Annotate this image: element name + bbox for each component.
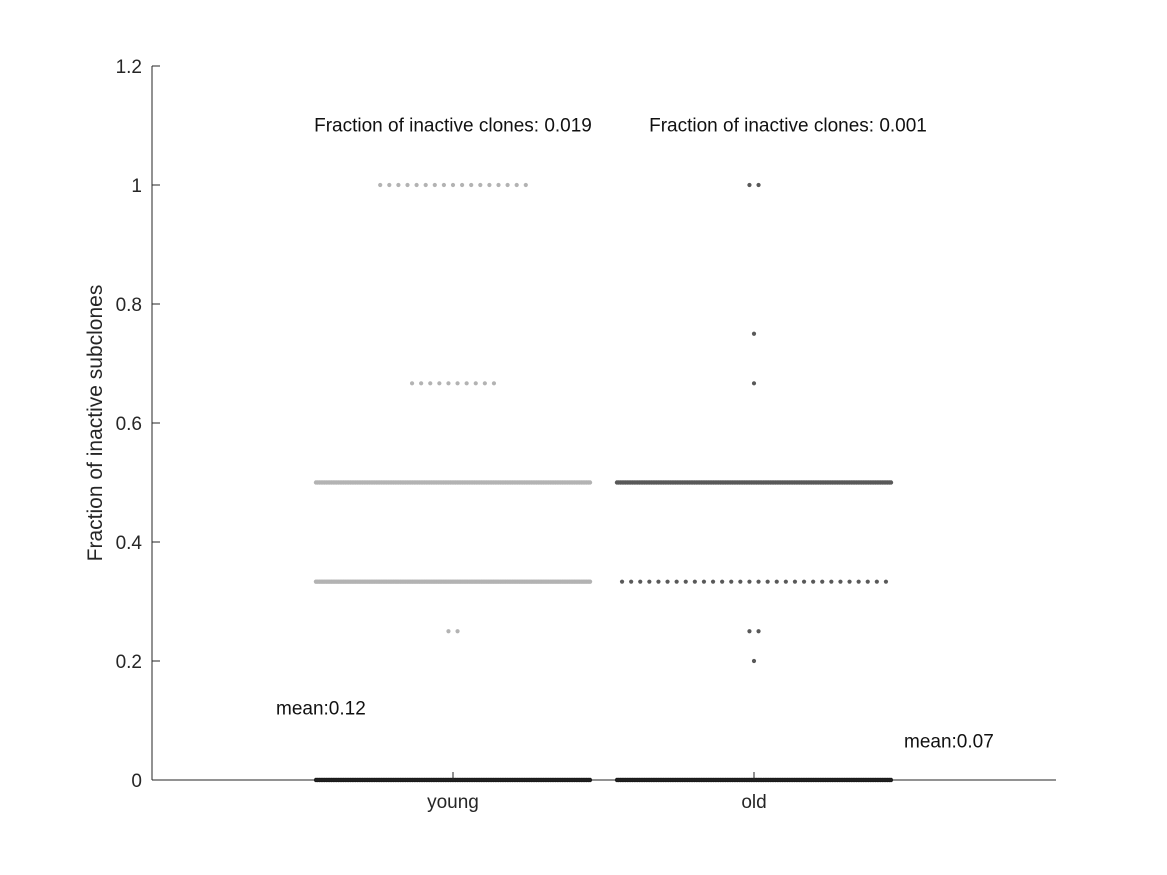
data-point xyxy=(692,579,697,584)
data-point xyxy=(405,182,410,188)
x-tick-label: old xyxy=(741,792,766,813)
y-tick-label: 0.8 xyxy=(116,295,142,316)
data-point xyxy=(811,579,816,584)
data-point xyxy=(888,480,894,485)
data-point xyxy=(820,579,825,584)
y-tick-label: 1 xyxy=(131,176,142,197)
annotation-old-inactive: Fraction of inactive clones: 0.001 xyxy=(649,116,927,137)
data-point xyxy=(756,629,761,634)
data-point xyxy=(847,579,852,584)
data-point xyxy=(446,381,451,386)
data-point xyxy=(469,182,474,188)
x-tick-label: young xyxy=(427,792,479,813)
data-point xyxy=(409,381,415,386)
data-point xyxy=(523,182,528,188)
y-tick-label: 0 xyxy=(131,771,142,792)
data-point xyxy=(792,579,798,584)
data-point xyxy=(455,381,460,386)
data-point xyxy=(683,579,688,584)
data-point xyxy=(491,381,497,386)
data-point xyxy=(751,381,757,386)
data-point xyxy=(756,579,761,584)
data-point xyxy=(460,182,465,188)
data-point xyxy=(432,182,437,188)
data-point xyxy=(774,579,779,584)
data-point xyxy=(428,381,433,386)
data-point xyxy=(801,579,807,584)
data-point xyxy=(587,480,593,485)
data-point xyxy=(747,182,752,188)
data-point xyxy=(455,629,460,634)
data-point xyxy=(729,579,734,584)
data-point xyxy=(629,579,634,584)
data-point xyxy=(473,381,478,386)
data-point xyxy=(387,182,392,188)
data-point xyxy=(656,579,661,584)
data-point xyxy=(783,579,788,584)
data-point xyxy=(874,579,879,584)
data-point xyxy=(487,182,492,188)
data-point xyxy=(450,182,456,188)
annotation-old-mean: mean:0.07 xyxy=(904,731,994,752)
data-point xyxy=(765,579,770,584)
y-tick-label: 1.2 xyxy=(116,57,142,78)
data-point xyxy=(865,579,870,584)
data-point xyxy=(496,182,501,188)
data-point xyxy=(482,381,487,386)
y-tick-label: 0.6 xyxy=(116,414,142,435)
data-point xyxy=(414,182,419,188)
data-point xyxy=(751,331,757,336)
y-tick-label: 0.2 xyxy=(116,652,142,673)
data-point xyxy=(756,182,761,188)
y-tick-labels: 0 0.2 0.4 0.6 0.8 1 1.2 xyxy=(116,57,143,792)
axes xyxy=(151,65,1056,781)
data-point xyxy=(747,579,752,584)
annotation-young-mean: mean:0.12 xyxy=(276,699,366,720)
data-point xyxy=(647,579,652,584)
data-point xyxy=(396,182,401,188)
data-point xyxy=(738,579,743,584)
data-point xyxy=(419,381,424,386)
y-tick-label: 0.4 xyxy=(116,533,143,554)
data-point xyxy=(505,182,510,188)
data-point xyxy=(883,579,889,584)
data-point xyxy=(619,579,625,584)
data-point xyxy=(464,381,469,386)
data-point xyxy=(437,381,442,386)
data-point xyxy=(829,579,834,584)
data-point xyxy=(423,182,428,188)
data-point xyxy=(638,579,643,584)
data-points xyxy=(313,182,894,783)
data-point xyxy=(587,579,593,584)
data-point xyxy=(838,579,843,584)
data-point xyxy=(701,579,707,584)
data-point xyxy=(710,579,716,584)
data-point xyxy=(751,658,757,664)
annotations: Fraction of inactive clones: 0.019 Fracti… xyxy=(276,116,994,753)
x-tick-labels: young old xyxy=(427,792,767,813)
data-point xyxy=(720,579,725,584)
data-point xyxy=(665,579,670,584)
y-axis-label: Fraction of inactive subclones xyxy=(84,285,107,562)
data-point xyxy=(478,182,483,188)
annotation-young-inactive: Fraction of inactive clones: 0.019 xyxy=(314,116,592,137)
data-point xyxy=(446,629,451,634)
data-point xyxy=(747,629,752,634)
data-point xyxy=(674,579,679,584)
data-point xyxy=(856,579,861,584)
data-point xyxy=(441,182,446,188)
data-point xyxy=(378,182,383,188)
data-point xyxy=(514,182,519,188)
